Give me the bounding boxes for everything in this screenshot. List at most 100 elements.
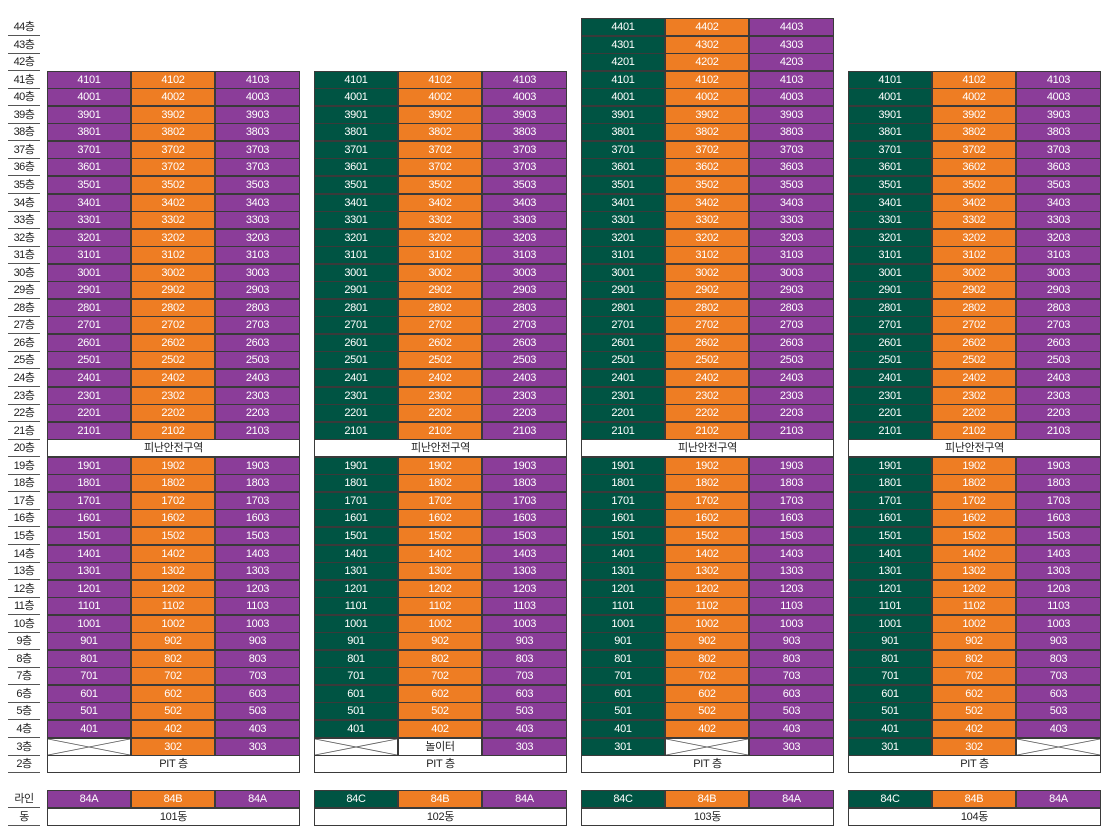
unit-cell: 3801 — [47, 123, 131, 142]
unit-cell: 1101 — [47, 597, 131, 616]
unit-cell: 1101 — [314, 597, 398, 616]
unit-cell: 1302 — [398, 562, 482, 581]
unit-cell: 3501 — [581, 175, 665, 194]
unit-cell: 2303 — [215, 386, 300, 405]
unit-cell: 1202 — [665, 579, 749, 598]
unit-cell: 2402 — [398, 369, 482, 387]
unit-cell: 2603 — [749, 333, 834, 352]
unit-cell: 1202 — [932, 579, 1016, 598]
line-type-cell: 84A — [47, 790, 131, 808]
empty-unit-cell — [665, 737, 749, 756]
unit-cell: 1502 — [932, 526, 1016, 545]
unit-cell: 1201 — [581, 579, 665, 598]
unit-cell: 2102 — [932, 421, 1016, 440]
unit-cell: 3003 — [1016, 263, 1101, 282]
unit-cell: 1402 — [398, 544, 482, 563]
unit-cell: 3003 — [482, 263, 567, 282]
unit-cell: 3103 — [482, 246, 567, 265]
unit-cell: 3301 — [848, 211, 932, 230]
unit-cell: 3502 — [398, 175, 482, 194]
unit-cell: 3703 — [482, 158, 567, 177]
unit-cell: 2902 — [131, 281, 215, 300]
unit-cell: 3201 — [581, 228, 665, 247]
unit-cell: 1603 — [482, 509, 567, 528]
unit-cell: 1001 — [581, 614, 665, 633]
unit-cell: 3901 — [47, 105, 131, 124]
unit-cell: 3001 — [47, 263, 131, 282]
unit-cell: 1203 — [749, 579, 834, 598]
unit-cell: 3303 — [1016, 211, 1101, 230]
unit-cell: 3202 — [131, 228, 215, 247]
unit-cell: 2203 — [749, 404, 834, 423]
unit-cell: 1201 — [848, 579, 932, 598]
unit-cell: 502 — [131, 702, 215, 721]
building-name-cell: 101동 — [47, 808, 300, 826]
unit-cell: 1902 — [131, 456, 215, 475]
floor-label: 28층 — [8, 299, 40, 317]
unit-cell: 2301 — [581, 386, 665, 405]
unit-cell: 303 — [482, 737, 567, 756]
unit-cell: 3902 — [131, 105, 215, 124]
cross-mark-icon — [1017, 738, 1100, 755]
unit-cell: 3902 — [398, 105, 482, 124]
unit-cell: 1401 — [581, 544, 665, 563]
floor-label: 6층 — [8, 685, 40, 703]
unit-cell: 4002 — [398, 88, 482, 107]
unit-cell: 2503 — [482, 351, 567, 370]
unit-cell: 1601 — [848, 509, 932, 528]
unit-cell: 1702 — [932, 491, 1016, 510]
unit-cell: 4103 — [1016, 70, 1101, 89]
unit-cell: 4101 — [47, 70, 131, 89]
unit-cell: 3202 — [398, 228, 482, 247]
unit-cell: 2403 — [482, 369, 567, 387]
floor-label: 37층 — [8, 141, 40, 159]
unit-cell: 1401 — [314, 544, 398, 563]
unit-cell: 1503 — [749, 526, 834, 545]
unit-cell: 1803 — [1016, 474, 1101, 493]
unit-cell: 903 — [215, 632, 300, 651]
unit-cell: 2603 — [482, 333, 567, 352]
unit-cell: 2102 — [398, 421, 482, 440]
unit-cell: 3201 — [314, 228, 398, 247]
unit-cell: 2701 — [581, 316, 665, 335]
unit-cell: 802 — [665, 649, 749, 668]
unit-cell: 1803 — [215, 474, 300, 493]
unit-cell: 403 — [215, 720, 300, 738]
unit-cell: 2303 — [482, 386, 567, 405]
unit-cell: 1302 — [665, 562, 749, 581]
floor-label: 16층 — [8, 509, 40, 528]
unit-cell: 1002 — [398, 614, 482, 633]
line-type-cell: 84C — [314, 790, 398, 808]
unit-cell: 1503 — [215, 526, 300, 545]
unit-cell: 703 — [215, 667, 300, 686]
unit-cell: 4203 — [749, 53, 834, 72]
unit-cell: 2602 — [398, 333, 482, 352]
unit-cell: 1901 — [314, 456, 398, 475]
unit-cell: 3003 — [215, 263, 300, 282]
unit-cell: 701 — [581, 667, 665, 686]
unit-cell: 2403 — [1016, 369, 1101, 387]
unit-cell: 1901 — [581, 456, 665, 475]
unit-cell: 1801 — [47, 474, 131, 493]
floor-label: 10층 — [8, 615, 40, 633]
unit-cell: 3703 — [215, 140, 300, 159]
amenity-cell: 놀이터 — [398, 737, 482, 756]
unit-cell: 2502 — [398, 351, 482, 370]
unit-cell: 302 — [131, 737, 215, 756]
unit-cell: 2801 — [314, 298, 398, 317]
unit-cell: 2601 — [47, 333, 131, 352]
unit-cell: 3202 — [665, 228, 749, 247]
line-type-cell: 84C — [581, 790, 665, 808]
unit-cell: 3703 — [1016, 140, 1101, 159]
line-type-cell: 84A — [482, 790, 567, 808]
unit-cell: 4102 — [932, 70, 1016, 89]
unit-cell: 2502 — [665, 351, 749, 370]
unit-cell: 2701 — [314, 316, 398, 335]
unit-cell: 1701 — [581, 491, 665, 510]
unit-cell: 3502 — [665, 175, 749, 194]
unit-cell: 2702 — [665, 316, 749, 335]
unit-cell: 3903 — [215, 105, 300, 124]
unit-cell: 1803 — [749, 474, 834, 493]
unit-cell: 3302 — [932, 211, 1016, 230]
unit-cell: 903 — [482, 632, 567, 651]
